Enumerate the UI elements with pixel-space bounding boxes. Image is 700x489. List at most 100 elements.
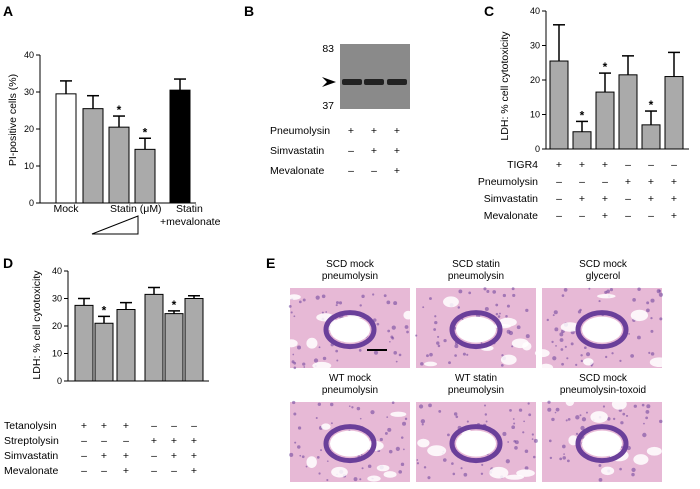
histology-alveolus	[511, 338, 529, 349]
panel-c-row-label: Mevalonate	[484, 210, 538, 222]
histology-nucleus	[524, 466, 529, 470]
histology-alveolus	[427, 445, 447, 457]
panel-a-chart: PI-positive cells (%) Mock Statin (μM) S…	[7, 50, 221, 235]
histology-nucleus	[291, 360, 295, 364]
histology-nucleus	[483, 404, 487, 407]
panel-d-y-tick-label: 0	[57, 376, 62, 386]
histology-nucleus	[628, 332, 630, 335]
panel-c-row-sign: –	[671, 159, 677, 171]
histology-alveolus	[498, 317, 517, 327]
histology-caption-line1: SCD mock	[579, 373, 628, 384]
histology-alveolus	[376, 464, 390, 472]
histology-nucleus	[298, 300, 302, 304]
histology-nucleus	[329, 402, 334, 407]
panel-d-row-label: Tetanolysin	[4, 420, 57, 432]
histology-airway-lumen	[330, 316, 370, 343]
histology-caption-line2: pneumolysin	[448, 271, 504, 282]
histology-nucleus	[315, 295, 320, 300]
panel-c-bar	[572, 131, 592, 150]
histology-nucleus	[502, 293, 506, 298]
histology-nucleus	[625, 414, 629, 417]
histology-nucleus	[527, 402, 530, 405]
histology-nucleus	[547, 400, 551, 404]
panel-b-row-sign: –	[371, 165, 377, 177]
histology-nucleus	[330, 422, 333, 425]
histology-nucleus	[643, 422, 645, 425]
panel-c-row-sign: –	[556, 193, 562, 205]
histology-nucleus	[299, 454, 302, 457]
histology-caption-line2: pneumolysin-toxoid	[560, 385, 646, 396]
histology-nucleus	[484, 306, 489, 311]
histology-nucleus	[293, 315, 296, 318]
panel-b-row-sign: –	[348, 165, 354, 177]
histology-nucleus	[564, 345, 567, 348]
histology-caption-line1: SCD mock	[579, 259, 628, 270]
histology-nucleus	[335, 349, 339, 353]
histology-nucleus	[549, 456, 553, 460]
panel-c-y-axis-title: LDH: % cell cytotoxicity	[499, 31, 511, 141]
histology-nucleus	[559, 338, 564, 342]
histology-nucleus	[546, 318, 549, 322]
histology-nucleus	[321, 311, 324, 314]
panel-d-row-sign: +	[101, 420, 107, 432]
histology-nucleus	[451, 462, 454, 465]
histology-nucleus	[463, 472, 468, 477]
histology-nucleus	[506, 304, 510, 308]
histology-nucleus	[552, 314, 555, 317]
histology-nucleus	[391, 401, 395, 405]
histology-nucleus	[559, 457, 563, 461]
histology-nucleus	[462, 352, 466, 356]
panel-d-row-sign: –	[151, 420, 157, 432]
panel-a-y-tick-label: 0	[29, 198, 34, 208]
histology-alveolus	[565, 398, 575, 406]
histology-nucleus	[495, 303, 499, 307]
histology-nucleus	[575, 415, 580, 420]
histology-nucleus	[631, 467, 636, 473]
histology-nucleus	[466, 353, 469, 356]
histology-nucleus	[566, 459, 570, 463]
panel-d-y-tick-label: 10	[52, 349, 62, 359]
histology-nucleus	[499, 312, 501, 315]
histology-nucleus	[387, 329, 391, 333]
panel-d-bar	[144, 293, 164, 382]
panel-c-row-label: Pneumolysin	[478, 176, 538, 188]
histology-nucleus	[606, 417, 611, 421]
histology-alveolus	[590, 411, 608, 423]
panel-d-row-sign: +	[101, 450, 107, 462]
panel-c-y-tick-label: 0	[535, 144, 540, 154]
panel-c-row-sign: +	[602, 193, 608, 205]
histology-alveolus	[583, 358, 594, 366]
histology-nucleus	[524, 449, 529, 454]
histology-nucleus	[658, 292, 664, 297]
histology-nucleus	[567, 417, 571, 421]
histology-nucleus	[320, 449, 323, 452]
panel-d-row-sign: –	[81, 465, 87, 477]
histology-nucleus	[305, 465, 308, 468]
panel-c-bar	[549, 60, 569, 150]
histology-airway-lumen	[456, 316, 496, 343]
histology-nucleus	[398, 353, 402, 357]
western-blot-image	[340, 44, 410, 109]
histology-nucleus	[453, 412, 458, 416]
histology-nucleus	[468, 291, 472, 295]
histology-nucleus	[586, 411, 588, 414]
histology-nucleus	[427, 476, 431, 480]
histology-nucleus	[645, 410, 650, 414]
histology-nucleus	[562, 456, 566, 460]
histology-image	[534, 287, 669, 373]
histology-nucleus	[423, 466, 427, 469]
panel-b-row-sign: +	[394, 165, 400, 177]
histology-image	[289, 400, 410, 482]
panel-b-row-sign: +	[348, 125, 354, 137]
histology-alveolus	[646, 446, 662, 456]
panel-b-row-label: Simvastatin	[270, 145, 324, 157]
histology-nucleus	[428, 297, 432, 301]
histology-alveolus	[321, 423, 331, 430]
panel-c-bar	[641, 124, 661, 150]
panel-a-significance-star: *	[117, 103, 122, 117]
panel-d-row-sign: +	[171, 450, 177, 462]
histology-nucleus	[548, 439, 552, 443]
panel-a-label-statin-mev-1: Statin	[176, 203, 203, 215]
histology-nucleus	[512, 293, 516, 298]
histology-nucleus	[393, 351, 397, 355]
